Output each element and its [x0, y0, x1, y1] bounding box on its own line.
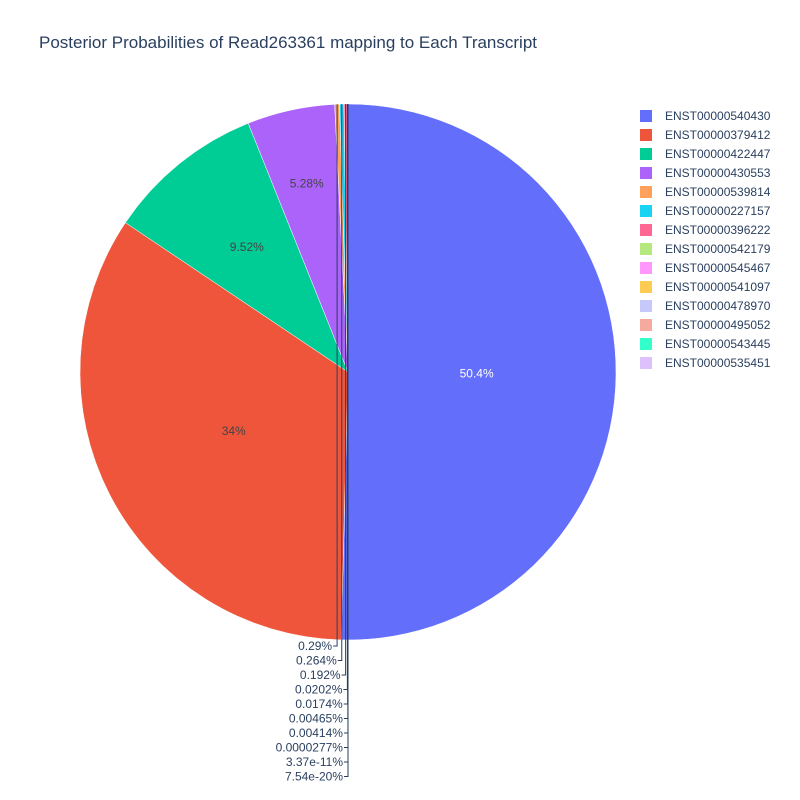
legend-swatch — [640, 242, 652, 255]
slice-value-label: 5.28% — [290, 177, 324, 191]
legend-item-ENST00000396222[interactable]: ENST00000396222 — [640, 220, 770, 239]
legend-swatch — [640, 261, 652, 274]
leader-line — [344, 104, 349, 777]
legend-label: ENST00000478970 — [665, 298, 771, 313]
legend-swatch — [640, 223, 652, 236]
legend-item-ENST00000540430[interactable]: ENST00000540430 — [640, 106, 770, 125]
slice-value-label: 0.192% — [300, 668, 341, 682]
slice-value-label: 34% — [222, 424, 246, 438]
legend-item-ENST00000535451[interactable]: ENST00000535451 — [640, 353, 770, 372]
leader-line — [341, 104, 347, 676]
legend-swatch — [640, 280, 652, 293]
slice-value-label: 0.0202% — [295, 683, 343, 697]
slice-value-label: 0.264% — [296, 654, 337, 668]
slice-value-label: 0.29% — [298, 639, 332, 653]
legend-label: ENST00000545467 — [665, 260, 771, 275]
legend-swatch — [640, 166, 652, 179]
legend-label: ENST00000227157 — [665, 203, 771, 218]
legend-item-ENST00000542179[interactable]: ENST00000542179 — [640, 239, 770, 258]
slice-value-label: 50.4% — [460, 367, 494, 381]
chart-title: Posterior Probabilities of Read263361 ma… — [39, 33, 538, 52]
pie-slice-ENST00000379412[interactable] — [79, 222, 349, 641]
legend-item-ENST00000495052[interactable]: ENST00000495052 — [640, 315, 770, 334]
slice-value-label: 9.52% — [230, 240, 264, 254]
legend-item-ENST00000227157[interactable]: ENST00000227157 — [640, 201, 770, 220]
legend-item-ENST00000379412[interactable]: ENST00000379412 — [640, 125, 770, 144]
slice-value-label: 0.00465% — [289, 712, 343, 726]
pie-slice-ENST00000422447[interactable] — [125, 122, 349, 373]
legend-label: ENST00000422447 — [665, 146, 771, 161]
leader-line — [337, 104, 343, 661]
legend-swatch — [640, 109, 652, 122]
legend-label: ENST00000430553 — [665, 165, 771, 180]
legend-label: ENST00000495052 — [665, 317, 771, 332]
legend-swatch — [640, 318, 652, 331]
slice-value-label: 3.37e-11% — [286, 755, 343, 769]
legend-item-ENST00000543445[interactable]: ENST00000543445 — [640, 334, 770, 353]
legend-label: ENST00000379412 — [665, 127, 771, 142]
legend-label: ENST00000543445 — [665, 336, 771, 351]
legend-label: ENST00000540430 — [665, 108, 771, 123]
legend-swatch — [640, 147, 652, 160]
legend-item-ENST00000430553[interactable]: ENST00000430553 — [640, 163, 770, 182]
legend-swatch — [640, 128, 652, 141]
legend-swatch — [640, 356, 652, 369]
legend-item-ENST00000539814[interactable]: ENST00000539814 — [640, 182, 770, 201]
slice-value-label: 0.0000277% — [276, 741, 344, 755]
slice-value-label: 0.00414% — [289, 726, 343, 740]
legend-swatch — [640, 299, 652, 312]
legend-swatch — [640, 185, 652, 198]
legend-label: ENST00000541097 — [665, 279, 771, 294]
slice-value-label: 0.0174% — [295, 697, 343, 711]
leader-line — [333, 104, 338, 647]
pie-slice-ENST00000540430[interactable] — [340, 103, 617, 641]
legend-item-ENST00000422447[interactable]: ENST00000422447 — [640, 144, 770, 163]
legend-swatch — [640, 204, 652, 217]
legend-label: ENST00000542179 — [665, 241, 771, 256]
legend-label: ENST00000535451 — [665, 355, 771, 370]
legend-item-ENST00000478970[interactable]: ENST00000478970 — [640, 296, 770, 315]
legend-swatch — [640, 337, 652, 350]
legend-item-ENST00000545467[interactable]: ENST00000545467 — [640, 258, 770, 277]
legend-item-ENST00000541097[interactable]: ENST00000541097 — [640, 277, 770, 296]
slice-value-label: 7.54e-20% — [285, 770, 343, 784]
chart-legend: ENST00000540430 ENST00000379412 ENST000004… — [640, 106, 770, 372]
legend-label: ENST00000396222 — [665, 222, 771, 237]
legend-label: ENST00000539814 — [665, 184, 771, 199]
